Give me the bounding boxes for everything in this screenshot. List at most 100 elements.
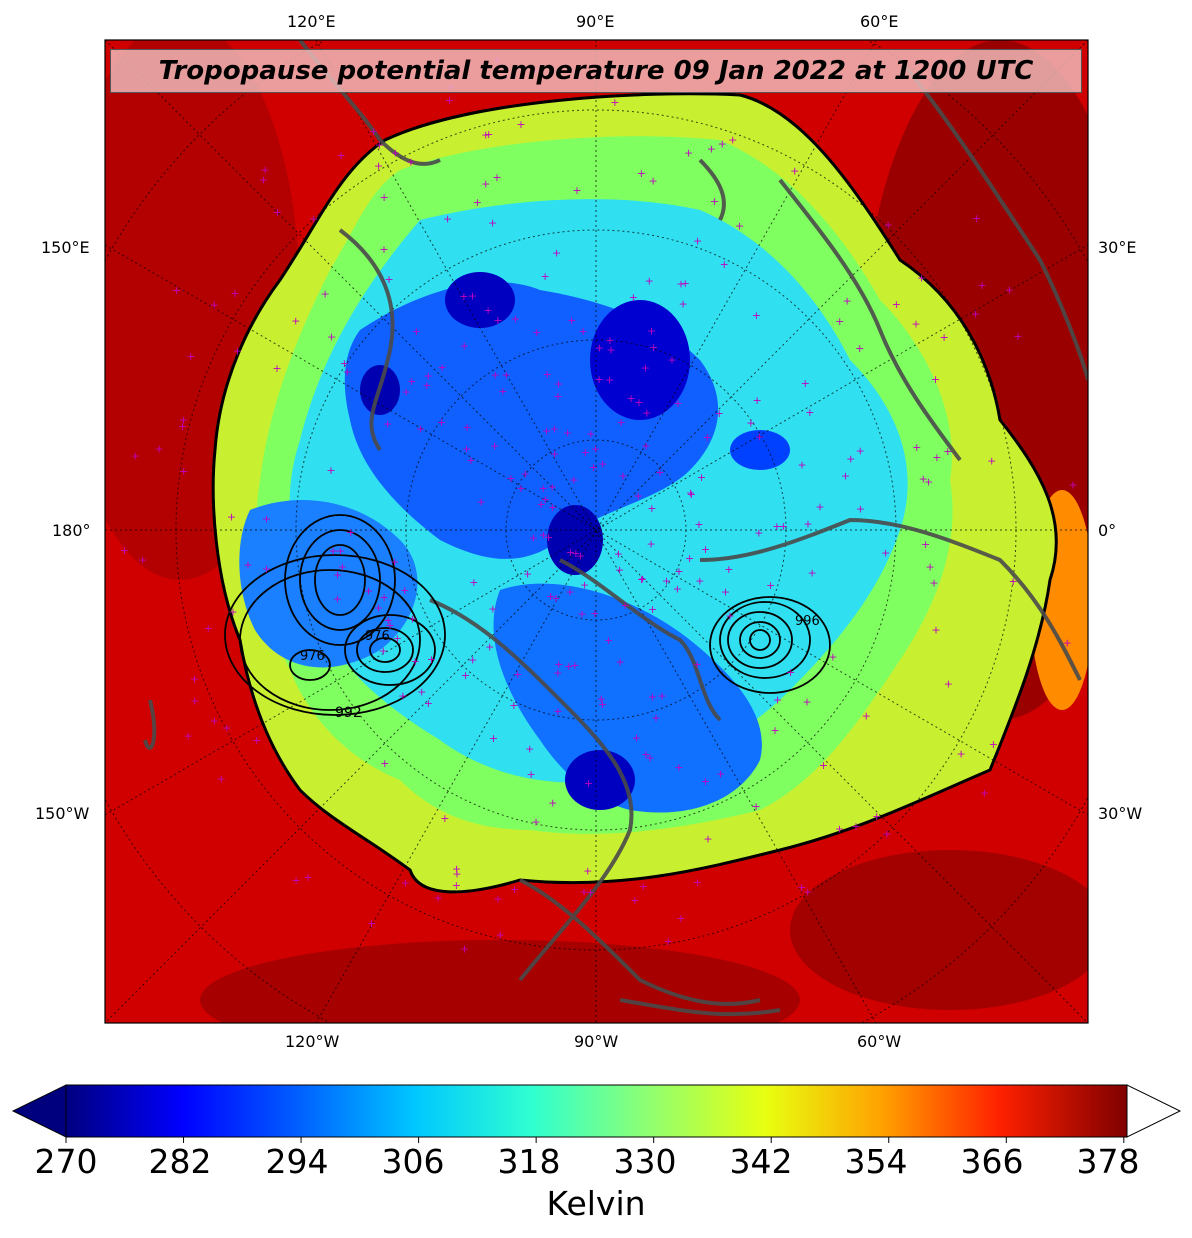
- dark-red-swirl: [790, 850, 1088, 1010]
- station-marker: +: [803, 517, 812, 530]
- vortex-deep-blue: [590, 300, 690, 420]
- station-marker: +: [484, 128, 493, 141]
- station-marker: +: [616, 655, 625, 668]
- station-marker: +: [770, 724, 779, 737]
- station-marker: +: [406, 155, 415, 168]
- station-marker: +: [735, 219, 744, 232]
- station-marker: +: [649, 341, 658, 354]
- station-marker: +: [808, 567, 817, 580]
- station-marker: +: [681, 277, 690, 290]
- station-marker: +: [433, 892, 442, 905]
- station-marker: +: [543, 368, 552, 381]
- station-marker: +: [634, 396, 643, 409]
- station-marker: +: [346, 526, 355, 539]
- station-marker: +: [407, 375, 416, 388]
- station-marker: +: [461, 669, 470, 682]
- station-marker: +: [466, 454, 475, 467]
- station-marker: +: [664, 935, 673, 948]
- station-marker: +: [569, 473, 578, 486]
- station-marker: +: [336, 149, 345, 162]
- station-marker: +: [228, 606, 237, 619]
- station-marker: +: [443, 212, 452, 225]
- station-marker: +: [379, 243, 388, 256]
- station-marker: +: [539, 529, 548, 542]
- station-marker: +: [801, 377, 810, 390]
- station-marker: +: [291, 874, 300, 887]
- station-marker: +: [586, 886, 595, 899]
- colorbar-tick-label: 378: [1076, 1142, 1140, 1181]
- station-marker: +: [803, 885, 812, 898]
- station-marker: +: [553, 666, 562, 679]
- station-marker: +: [548, 797, 557, 810]
- station-marker: +: [790, 164, 799, 177]
- station-marker: +: [911, 317, 920, 330]
- lon-label-left-150e: 150°E: [41, 238, 90, 257]
- station-marker: +: [605, 374, 614, 387]
- station-marker: +: [626, 392, 635, 405]
- station-marker: +: [620, 599, 629, 612]
- lon-label-right-0: 0°: [1098, 521, 1117, 540]
- station-marker: +: [178, 420, 187, 433]
- station-marker: +: [550, 447, 559, 460]
- station-marker: +: [384, 273, 393, 286]
- station-marker: +: [987, 455, 996, 468]
- station-marker: +: [615, 563, 624, 576]
- map-panel: 992 976 976 996 + + + + + + + + + + + + + + + + + + + + + + + +…: [105, 40, 1088, 1023]
- station-marker: +: [210, 715, 219, 728]
- station-marker: +: [217, 773, 226, 786]
- station-marker: +: [856, 503, 865, 516]
- station-marker: +: [647, 324, 656, 337]
- station-marker: +: [577, 608, 586, 621]
- station-marker: +: [752, 394, 761, 407]
- station-marker: +: [606, 343, 615, 356]
- station-marker: +: [383, 418, 392, 431]
- station-marker: +: [521, 468, 530, 481]
- station-marker: +: [1063, 636, 1072, 649]
- colorbar-tick-label: 366: [960, 1142, 1024, 1181]
- station-marker: +: [379, 591, 388, 604]
- station-marker: +: [674, 761, 683, 774]
- station-marker: +: [943, 445, 952, 458]
- station-marker: +: [210, 298, 219, 311]
- station-marker: +: [563, 426, 572, 439]
- station-marker: +: [230, 287, 239, 300]
- station-marker: +: [552, 247, 561, 260]
- station-marker: +: [773, 694, 782, 707]
- colorbar-tick-label: 330: [613, 1142, 677, 1181]
- station-marker: +: [872, 810, 881, 823]
- station-marker: +: [882, 828, 891, 841]
- station-marker: +: [855, 342, 864, 355]
- station-marker: +: [598, 698, 607, 711]
- lon-label-top-120e: 120°E: [287, 12, 336, 31]
- station-marker: +: [692, 658, 701, 671]
- station-marker: +: [529, 532, 538, 545]
- station-marker: +: [375, 138, 384, 151]
- station-marker: +: [586, 427, 595, 440]
- station-marker: +: [498, 385, 507, 398]
- station-marker: +: [703, 431, 712, 444]
- colorbar-gradient: [66, 1085, 1127, 1137]
- station-marker: +: [483, 304, 492, 317]
- vortex-deep-blue: [730, 430, 790, 470]
- station-marker: +: [971, 307, 980, 320]
- station-marker: +: [379, 645, 388, 658]
- colorbar-tick-label: 294: [265, 1142, 329, 1181]
- station-marker: +: [694, 518, 703, 531]
- station-marker: +: [639, 880, 648, 893]
- coastlines: [143, 40, 1088, 1017]
- station-marker: +: [565, 585, 574, 598]
- station-marker: +: [835, 822, 844, 835]
- station-marker: +: [333, 568, 342, 581]
- station-marker: +: [684, 146, 693, 159]
- station-marker: +: [584, 777, 593, 790]
- station-marker: +: [513, 668, 522, 681]
- station-marker: +: [919, 473, 928, 486]
- station-marker: +: [291, 315, 300, 328]
- station-marker: +: [488, 216, 497, 229]
- station-marker: +: [243, 559, 252, 572]
- station-marker: +: [687, 488, 696, 501]
- station-marker: +: [944, 678, 953, 691]
- station-marker: +: [452, 867, 461, 880]
- station-marker: +: [725, 610, 734, 623]
- station-marker: +: [637, 167, 646, 180]
